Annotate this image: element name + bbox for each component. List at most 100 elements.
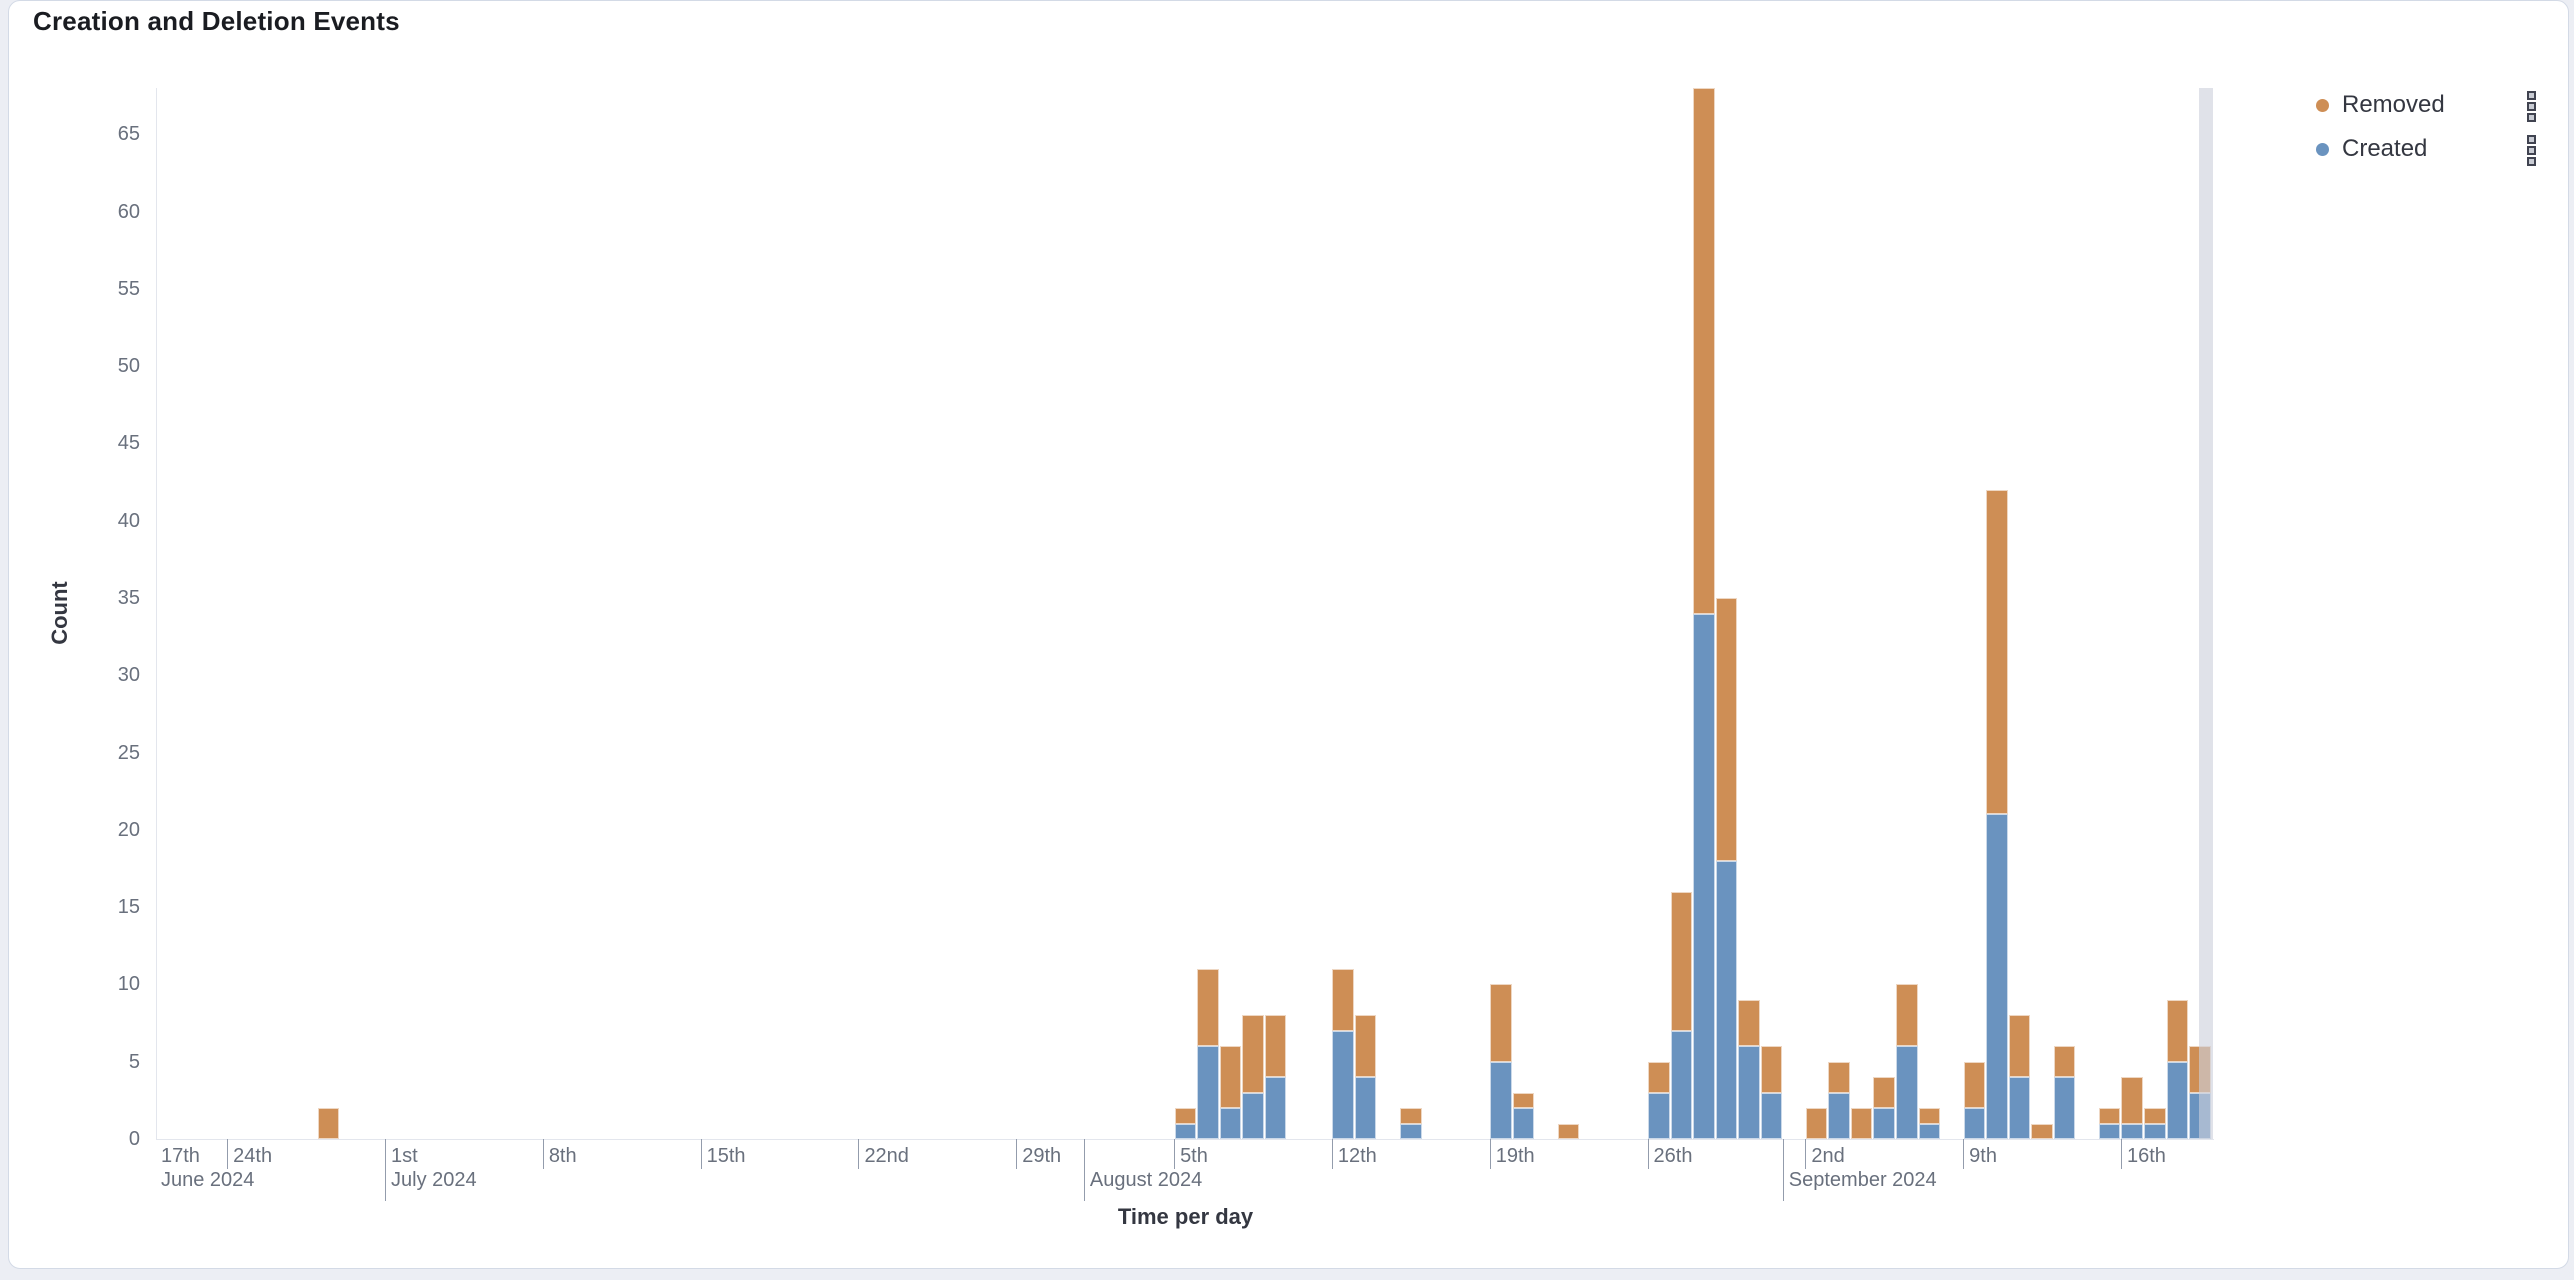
created-segment[interactable]: [1986, 814, 2008, 1139]
created-segment[interactable]: [1715, 860, 1738, 1139]
y-tick-label: 15: [117, 896, 140, 919]
removed-segment[interactable]: [2121, 1077, 2143, 1124]
created-segment[interactable]: [1264, 1077, 1287, 1139]
removed-segment[interactable]: [2144, 1108, 2166, 1124]
created-segment[interactable]: [1332, 1030, 1354, 1139]
created-segment[interactable]: [1670, 1030, 1693, 1139]
created-segment[interactable]: [2121, 1123, 2143, 1139]
y-axis-title: Count: [47, 581, 72, 645]
created-segment[interactable]: [2098, 1123, 2121, 1139]
created-segment[interactable]: [1354, 1077, 1377, 1139]
removed-segment[interactable]: [1219, 1046, 1242, 1109]
removed-segment[interactable]: [1873, 1077, 1895, 1109]
removed-segment[interactable]: [1400, 1108, 1422, 1124]
x-tick-label: 9th: [1969, 1145, 1997, 1167]
panel-title: Creation and Deletion Events: [33, 6, 400, 36]
removed-segment[interactable]: [1963, 1061, 1986, 1109]
removed-segment[interactable]: [1896, 984, 1918, 1047]
bar-2024-08-08: [1242, 1015, 1264, 1139]
created-segment[interactable]: [1648, 1092, 1670, 1139]
created-segment[interactable]: [1174, 1123, 1197, 1139]
created-segment[interactable]: [2008, 1077, 2031, 1139]
removed-segment[interactable]: [1986, 489, 2008, 815]
y-tick-label: 55: [117, 277, 140, 300]
created-segment[interactable]: [2166, 1061, 2189, 1139]
created-segment[interactable]: [1197, 1046, 1219, 1139]
x-axis-week-tick: [1647, 1139, 1649, 1169]
legend-item-label[interactable]: Created: [2342, 135, 2428, 162]
removed-segment[interactable]: [1332, 969, 1354, 1031]
created-segment[interactable]: [1760, 1092, 1783, 1139]
created-segment[interactable]: [1963, 1108, 1986, 1139]
removed-segment[interactable]: [1693, 88, 1715, 614]
legend-action-square: [2527, 157, 2536, 166]
removed-segment[interactable]: [1850, 1108, 1873, 1139]
bar-2024-08-07: [1219, 1046, 1242, 1139]
created-segment[interactable]: [1896, 1046, 1918, 1139]
created-segment[interactable]: [1738, 1046, 1760, 1139]
y-tick-label: 60: [117, 200, 140, 223]
boxes-vertical-icon[interactable]: [2527, 91, 2539, 122]
x-month-label: July 2024: [391, 1169, 477, 1191]
removed-segment[interactable]: [1174, 1108, 1197, 1124]
x-axis-week-tick: [1489, 1139, 1491, 1169]
bar-2024-08-15: [1400, 1108, 1422, 1139]
created-segment[interactable]: [1512, 1108, 1535, 1139]
removed-segment[interactable]: [1918, 1108, 1941, 1124]
created-segment[interactable]: [1828, 1092, 1850, 1139]
x-month-label: June 2024: [161, 1169, 255, 1191]
removed-segment[interactable]: [2008, 1015, 2031, 1078]
created-segment[interactable]: [1242, 1092, 1264, 1139]
removed-segment[interactable]: [2098, 1108, 2121, 1124]
x-axis-month-tick: [1083, 1139, 1085, 1201]
bar-2024-09-06: [1896, 984, 1918, 1139]
created-segment[interactable]: [1490, 1061, 1512, 1139]
x-axis-week-tick: [542, 1139, 544, 1169]
removed-segment[interactable]: [317, 1108, 340, 1139]
removed-segment[interactable]: [1557, 1123, 1580, 1139]
bar-2024-09-16: [2121, 1077, 2143, 1139]
y-tick-label: 45: [117, 432, 140, 455]
bar-2024-08-05: [1174, 1108, 1197, 1139]
legend-item-created[interactable]: Created: [2300, 131, 2427, 167]
removed-segment[interactable]: [1670, 891, 1693, 1031]
legend-item-removed[interactable]: Removed: [2300, 87, 2445, 123]
created-segment[interactable]: [1400, 1123, 1422, 1139]
removed-segment[interactable]: [2031, 1123, 2053, 1139]
removed-segment[interactable]: [1648, 1061, 1670, 1093]
removed-segment[interactable]: [1738, 999, 1760, 1047]
bar-2024-09-05: [1873, 1077, 1895, 1139]
removed-segment[interactable]: [1715, 598, 1738, 861]
x-axis-week-tick: [1331, 1139, 1333, 1169]
x-axis-week-tick: [1963, 1139, 1965, 1169]
bar-2024-06-28: [317, 1108, 340, 1139]
y-tick-label: 20: [117, 818, 140, 841]
created-segment[interactable]: [1693, 613, 1715, 1139]
removed-segment[interactable]: [2053, 1046, 2076, 1078]
legend-item-label[interactable]: Removed: [2342, 91, 2445, 118]
removed-segment[interactable]: [1805, 1108, 1828, 1139]
boxes-vertical-icon[interactable]: [2527, 135, 2539, 166]
created-segment[interactable]: [2053, 1077, 2076, 1139]
removed-segment[interactable]: [1760, 1046, 1783, 1093]
removed-segment[interactable]: [1197, 969, 1219, 1047]
bar-2024-08-19: [1490, 984, 1512, 1139]
removed-segment[interactable]: [1828, 1061, 1850, 1093]
created-segment[interactable]: [1873, 1108, 1895, 1139]
removed-segment[interactable]: [1354, 1015, 1377, 1078]
removed-segment[interactable]: [1490, 984, 1512, 1062]
removed-segment[interactable]: [1512, 1092, 1535, 1109]
bar-2024-09-09: [1963, 1061, 1986, 1139]
x-tick-label: 26th: [1653, 1145, 1693, 1167]
bar-2024-09-12: [2031, 1123, 2053, 1139]
removed-segment[interactable]: [1264, 1015, 1287, 1078]
created-segment[interactable]: [1219, 1108, 1242, 1139]
created-segment[interactable]: [1918, 1123, 1941, 1139]
removed-segment[interactable]: [2166, 999, 2189, 1062]
created-segment[interactable]: [2144, 1123, 2166, 1139]
legend-action-square: [2527, 135, 2536, 144]
legend-action-square: [2527, 102, 2536, 111]
bar-2024-08-12: [1332, 969, 1354, 1139]
removed-segment[interactable]: [1242, 1015, 1264, 1093]
